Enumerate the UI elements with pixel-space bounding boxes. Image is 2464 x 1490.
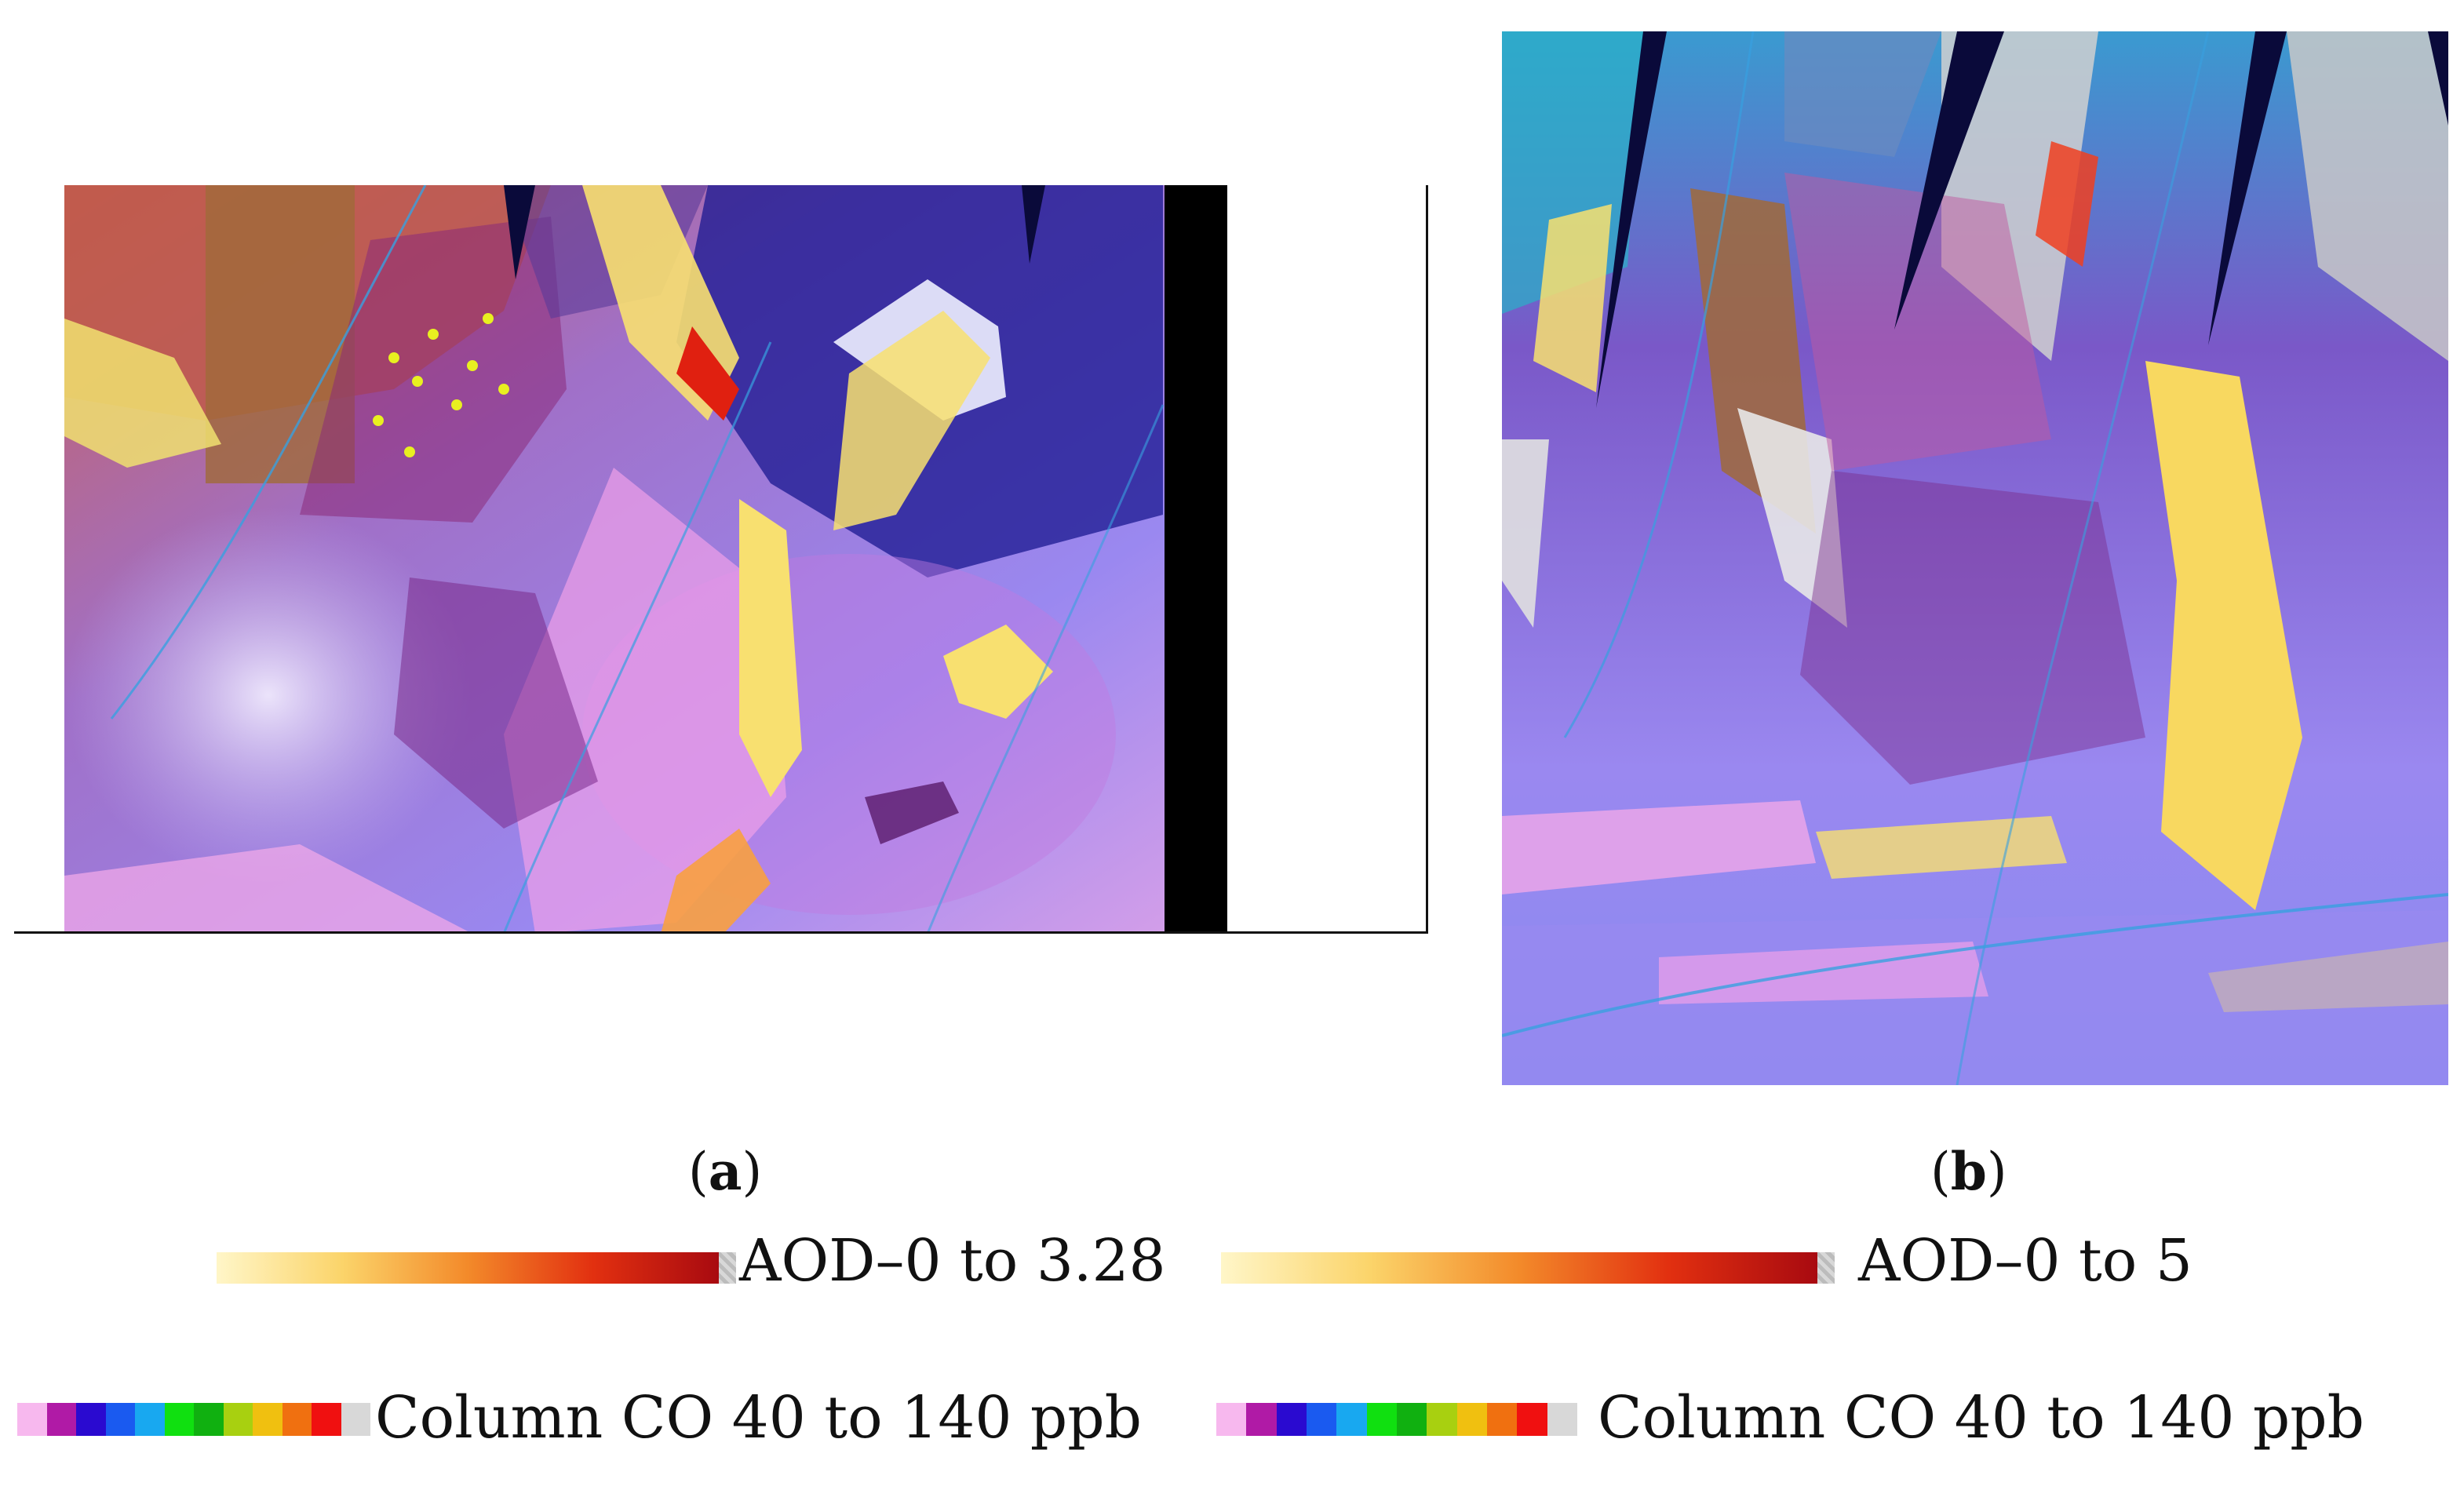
- caption-b-letter: b: [1950, 1141, 1987, 1202]
- frame-line-bottom: [14, 931, 1428, 934]
- satellite-image-a: [64, 185, 1227, 934]
- co-colorbar-swatch: [1246, 1403, 1277, 1436]
- co-colorbar-swatch: [1216, 1403, 1247, 1436]
- co-colorbar-swatch: [1547, 1403, 1577, 1436]
- co-colorbar-swatch: [164, 1403, 194, 1436]
- image-black-strip: [1165, 185, 1227, 934]
- co-colorbar-swatch: [341, 1403, 370, 1436]
- satellite-composite-a: [64, 185, 1227, 934]
- co-colorbar-swatch: [312, 1403, 341, 1436]
- satellite-image-b: [1502, 31, 2448, 1085]
- aod-label-a: AOD–0 to 3.28: [739, 1227, 1166, 1295]
- co-colorbar-a: [17, 1403, 370, 1436]
- co-colorbar-swatch: [105, 1403, 135, 1436]
- aod-label-b: AOD–0 to 5: [1858, 1227, 2192, 1295]
- co-colorbar-swatch: [1396, 1403, 1427, 1436]
- satellite-composite-b: [1502, 31, 2448, 1085]
- caption-a-letter: a: [708, 1141, 742, 1202]
- aod-colorbar-b-nodata: [1817, 1252, 1835, 1284]
- caption-b: (b): [1930, 1141, 2007, 1202]
- co-colorbar-swatch: [46, 1403, 76, 1436]
- co-colorbar-swatch: [194, 1403, 224, 1436]
- aod-colorbar-a-nodata: [719, 1252, 736, 1284]
- co-colorbar-swatch: [1276, 1403, 1307, 1436]
- co-colorbar-swatch: [1336, 1403, 1367, 1436]
- co-colorbar-swatch: [1427, 1403, 1457, 1436]
- co-colorbar-swatch: [76, 1403, 106, 1436]
- frame-line-right: [1426, 185, 1428, 934]
- co-colorbar-swatch: [253, 1403, 282, 1436]
- co-colorbar-b: [1216, 1403, 1577, 1436]
- co-colorbar-swatch: [135, 1403, 165, 1436]
- co-colorbar-swatch: [1366, 1403, 1397, 1436]
- aod-colorbar-b: [1221, 1252, 1817, 1284]
- co-colorbar-swatch: [223, 1403, 253, 1436]
- co-colorbar-swatch: [282, 1403, 312, 1436]
- caption-a: (a): [688, 1141, 763, 1202]
- co-label-b: Column CO 40 to 140 ppb: [1598, 1384, 2365, 1452]
- co-colorbar-swatch: [1517, 1403, 1547, 1436]
- co-colorbar-swatch: [1486, 1403, 1518, 1436]
- co-label-a: Column CO 40 to 140 ppb: [375, 1384, 1143, 1452]
- co-colorbar-swatch: [1456, 1403, 1487, 1436]
- co-colorbar-swatch: [1306, 1403, 1337, 1436]
- co-colorbar-swatch: [17, 1403, 47, 1436]
- aod-colorbar-a: [217, 1252, 719, 1284]
